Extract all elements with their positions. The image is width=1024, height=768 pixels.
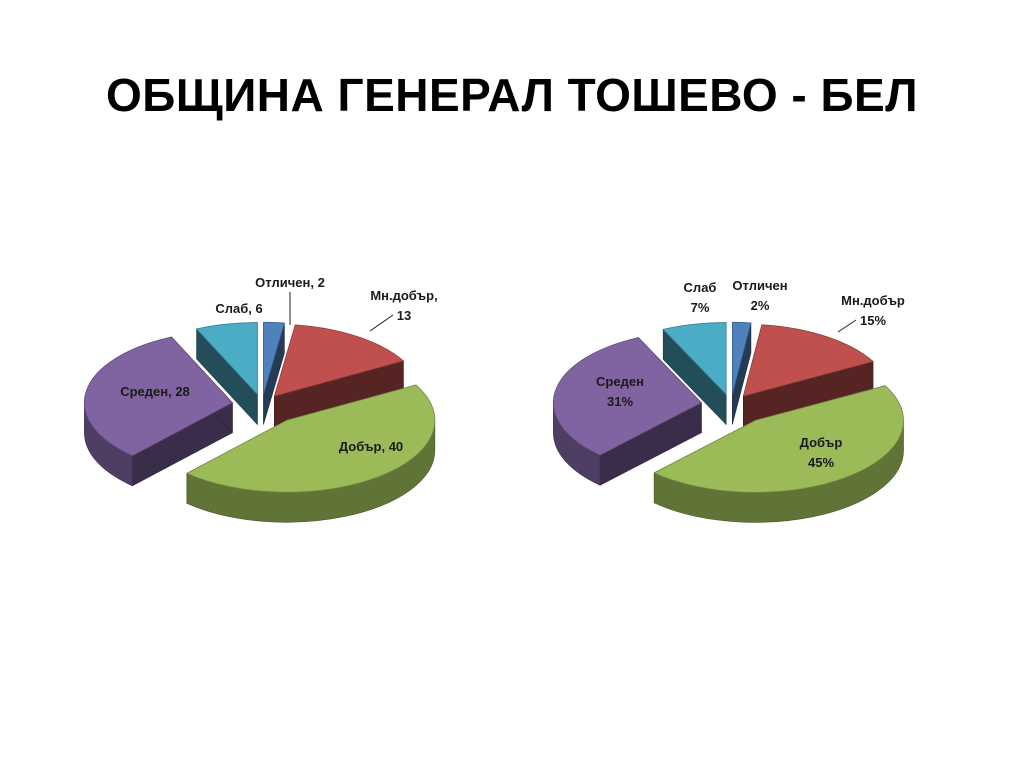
pie1-label-otlichen: Отличен, 2 (255, 275, 325, 290)
pie1-slice-otlichen (263, 321, 285, 425)
slide-title: ОБЩИНА ГЕНЕРАЛ ТОШЕВО - БЕЛ (105, 69, 919, 121)
pie2-label-slab: Слаб 7% (684, 280, 717, 315)
pie2-slice-otlichen (731, 321, 752, 425)
pie2-label-otlichen: Отличен 2% (732, 278, 787, 313)
pie1-label-slab: Слаб, 6 (215, 301, 262, 316)
pie2-label-dobar: Добър 45% (800, 435, 843, 470)
pie2-leader-line (837, 319, 857, 333)
pie1-label-mn-dobar: Мн.добър, 13 (370, 288, 437, 323)
pie1-slice-slab (195, 322, 258, 426)
pie1-slice-mn-dobar (273, 324, 405, 427)
pie1-slice-sreden (83, 336, 234, 487)
pie1-label-dobar: Добър, 40 (339, 439, 403, 454)
pie1-label-sreden: Среден, 28 (120, 384, 190, 399)
pie2-slice-dobar (653, 385, 904, 523)
pie2-slice-slab (662, 322, 727, 426)
pie2-slice-mn-dobar (742, 324, 874, 427)
pie2-label-sreden: Среден 31% (596, 374, 644, 409)
pie2-slice-sreden (552, 336, 703, 486)
pie1-slice-dobar (186, 384, 436, 523)
pie1-leader-line (369, 314, 394, 332)
pie2-label-mn-dobar: Мн.добър 15% (841, 293, 905, 328)
